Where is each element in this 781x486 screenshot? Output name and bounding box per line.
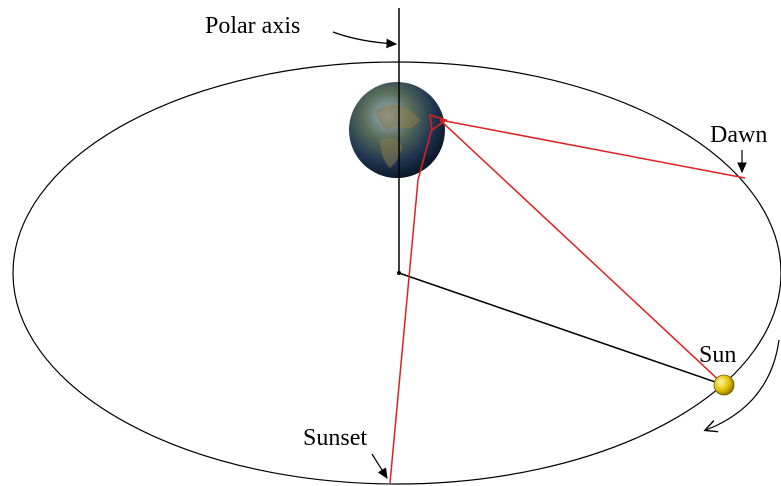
center-dot <box>397 271 401 275</box>
dawn-label: Dawn <box>710 122 767 148</box>
sight-lines <box>389 113 746 484</box>
orbit <box>12 61 781 485</box>
sun <box>713 374 735 396</box>
earth-land <box>375 104 420 168</box>
sunset-label: Sunset <box>303 425 367 451</box>
polar-axis-arrow <box>332 31 398 49</box>
sun-label: Sun <box>699 342 736 368</box>
earth <box>349 82 445 178</box>
sunset-arrow <box>371 453 388 480</box>
polar-axis-label: Polar axis <box>205 13 300 39</box>
sun-line <box>398 272 725 386</box>
orbit-direction-arrow <box>706 339 780 430</box>
